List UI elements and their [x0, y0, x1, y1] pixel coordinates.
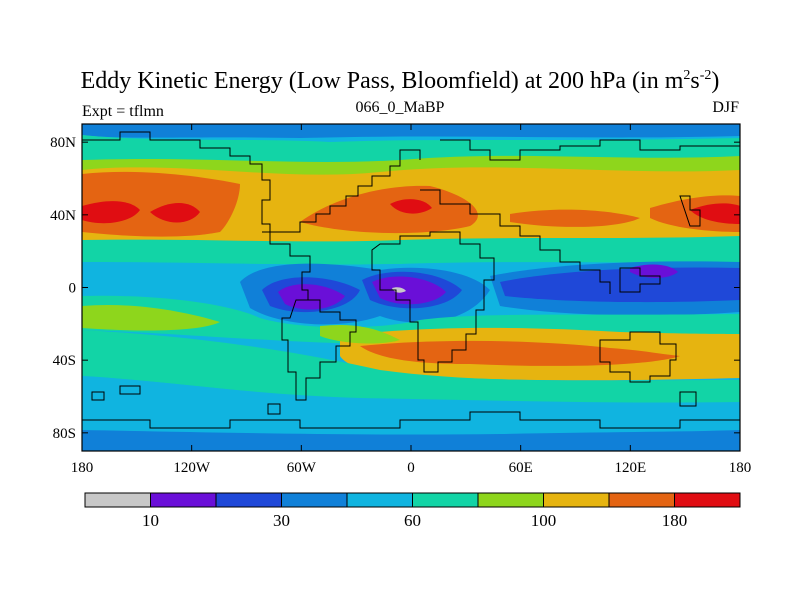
coast-africa: [371, 231, 495, 373]
season-label: DJF: [712, 99, 739, 116]
colorbar-swatch: [477, 492, 544, 508]
coast-north-america-east: [262, 149, 421, 233]
coast-eurasia-south: [420, 189, 611, 294]
field-band-south-green2: [82, 330, 740, 403]
colorbar-swatch: [215, 492, 282, 508]
y-tick-label: 80N: [50, 135, 76, 151]
colorbar-swatch: [412, 492, 479, 508]
chart-title-sup1: 2: [683, 68, 691, 83]
colorbar-label: 180: [662, 511, 688, 530]
y-tick-label: 40N: [50, 208, 76, 224]
x-tick-label: 120W: [173, 460, 211, 476]
coast-island-3: [267, 403, 281, 415]
field-min-east: [630, 264, 678, 278]
colorbar-swatch: [346, 492, 413, 508]
chart-title-main: Eddy Kinetic Energy (Low Pass, Bloomfiel…: [80, 68, 684, 94]
field-max-1: [82, 201, 140, 224]
coast-australia: [599, 331, 677, 383]
experiment-label: Expt = tflmn: [82, 103, 164, 120]
colorbar-label: 30: [273, 511, 290, 530]
colorbar-swatch: [608, 492, 675, 508]
x-tick-label: 180: [71, 460, 94, 476]
coast-island-1: [91, 391, 105, 401]
y-tick-label: 40S: [53, 353, 76, 369]
x-tick-label: 60W: [287, 460, 317, 476]
coast-south-america: [281, 299, 357, 401]
colorbar-swatch: [150, 492, 217, 508]
coast-island-4: [679, 391, 697, 407]
field-max-4: [690, 203, 740, 224]
field-band-south-pole: [82, 430, 740, 451]
colorbar-swatch: [543, 492, 610, 508]
field-max-3: [390, 199, 432, 214]
field-max-2: [150, 203, 200, 223]
field-south-lightgreen-center: [320, 324, 400, 344]
coast-antarctica: [82, 411, 740, 429]
field-south-lightgreen-west: [82, 304, 220, 331]
colorbar-swatch: [674, 492, 741, 508]
x-tick-label: 180: [729, 460, 752, 476]
coast-north-america-west: [82, 131, 311, 300]
coastlines: [82, 131, 740, 429]
x-tick-label: 60E: [509, 460, 533, 476]
run-id-label: 066_0_MaBP: [355, 99, 445, 116]
field-jet-asia: [510, 209, 640, 227]
colorbar-swatch: [84, 492, 151, 508]
field-jet-atlantic: [300, 185, 478, 234]
y-axis: 80N 40N 0 40S 80S: [50, 135, 740, 442]
colorbar-label: 100: [531, 511, 557, 530]
chart-title-mid: s: [690, 68, 700, 94]
field-band-north-pole: [82, 124, 740, 138]
coast-arctic: [440, 139, 740, 161]
y-tick-label: 80S: [53, 426, 76, 442]
colorbar: 10 30 60 100 180: [84, 492, 741, 530]
colorbar-swatch: [281, 492, 348, 508]
x-tick-label: 0: [407, 460, 415, 476]
chart-title: Eddy Kinetic Energy (Low Pass, Bloomfiel…: [0, 68, 800, 95]
field-band-subtropic-green: [82, 236, 740, 265]
coast-japan: [679, 195, 701, 227]
coast-island-2: [119, 385, 141, 395]
x-axis: 180 120W 60W 0 60E 120E 180: [71, 124, 752, 476]
field-band-south-cyan: [82, 376, 740, 451]
eddy-energy-field: [82, 124, 740, 451]
chart-title-end: ): [711, 68, 720, 94]
y-tick-label: 0: [69, 281, 77, 297]
x-tick-label: 120E: [614, 460, 646, 476]
coast-maritime: [619, 267, 661, 293]
field-min-center: [372, 276, 446, 305]
chart-title-sup2: -2: [699, 68, 712, 83]
colorbar-label: 10: [142, 511, 159, 530]
colorbar-label: 60: [404, 511, 421, 530]
